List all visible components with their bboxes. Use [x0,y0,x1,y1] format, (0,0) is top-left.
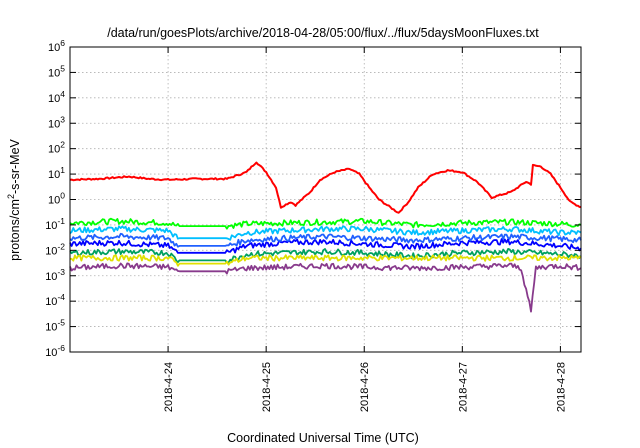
y-tick-exp: -2 [57,241,65,251]
y-tick-label: 10-1 [45,216,65,232]
y-tick-exp: -3 [57,267,65,277]
series-line [69,262,582,313]
y-tick-exp: -6 [57,343,65,353]
grid [70,47,581,352]
x-tick-label: 2018-4-27 [457,362,469,412]
y-tick-exp: 0 [60,191,65,201]
y-axis-label-main: protons/cm [8,199,22,261]
y-tick-base: 10 [45,220,57,232]
y-tick-exp: 3 [60,114,65,124]
y-axis-label-sup: 2 [6,194,16,199]
x-tick-label: 2018-4-26 [359,362,371,412]
plot-series [69,161,582,313]
y-tick-label: 101 [48,165,65,181]
y-tick-exp: 1 [60,165,65,175]
y-tick-base: 10 [45,245,57,257]
y-tick-exp: -1 [57,216,65,226]
y-tick-base: 10 [48,93,60,105]
x-axis-label: Coordinated Universal Time (UTC) [227,431,419,445]
y-tick-base: 10 [48,42,60,54]
chart-title: /data/run/goesPlots/archive/2018-04-28/0… [107,26,539,40]
series-line [69,161,582,214]
y-tick-label: 103 [48,114,65,130]
x-tick-label: 2018-4-28 [555,362,567,412]
y-tick-base: 10 [45,322,57,334]
y-tick-label: 104 [48,89,65,105]
series-line [69,238,582,254]
y-tick-base: 10 [48,144,60,156]
x-tick-label: 2018-4-25 [261,362,273,412]
y-tick-exp: 6 [60,38,65,48]
y-tick-label: 10-2 [45,241,65,257]
y-tick-base: 10 [48,195,60,207]
y-tick-label: 10-5 [45,318,65,334]
series-line [69,225,582,241]
y-tick-base: 10 [45,271,57,283]
y-tick-base: 10 [45,347,57,359]
y-tick-label: 106 [48,38,65,54]
y-tick-label: 102 [48,140,65,156]
y-axis-label-rest: -s-sr-MeV [8,138,22,194]
y-axis: 10-610-510-410-310-210-11001011021031041… [45,38,581,359]
y-tick-exp: 5 [60,63,65,73]
y-tick-base: 10 [45,296,57,308]
y-tick-base: 10 [48,67,60,79]
y-tick-base: 10 [48,169,60,181]
y-tick-label: 10-6 [45,343,65,359]
y-tick-exp: 4 [60,89,65,99]
x-axis: 2018-4-24 2018-4-25 2018-4-26 2018-4-27 2018… [163,47,567,412]
series-line [69,232,582,248]
series-line [69,248,582,264]
y-tick-label: 100 [48,191,65,207]
series-line [69,217,582,230]
y-tick-exp: -4 [57,292,65,302]
y-axis-label: protons/cm2-s-sr-MeV [6,138,22,260]
y-tick-label: 10-3 [45,267,65,283]
y-tick-exp: 2 [60,140,65,150]
x-tick-label: 2018-4-24 [163,362,175,412]
y-tick-base: 10 [48,118,60,130]
y-tick-label: 10-4 [45,292,65,308]
y-tick-exp: -5 [57,318,65,328]
y-tick-label: 105 [48,63,65,79]
series-line [69,254,582,267]
